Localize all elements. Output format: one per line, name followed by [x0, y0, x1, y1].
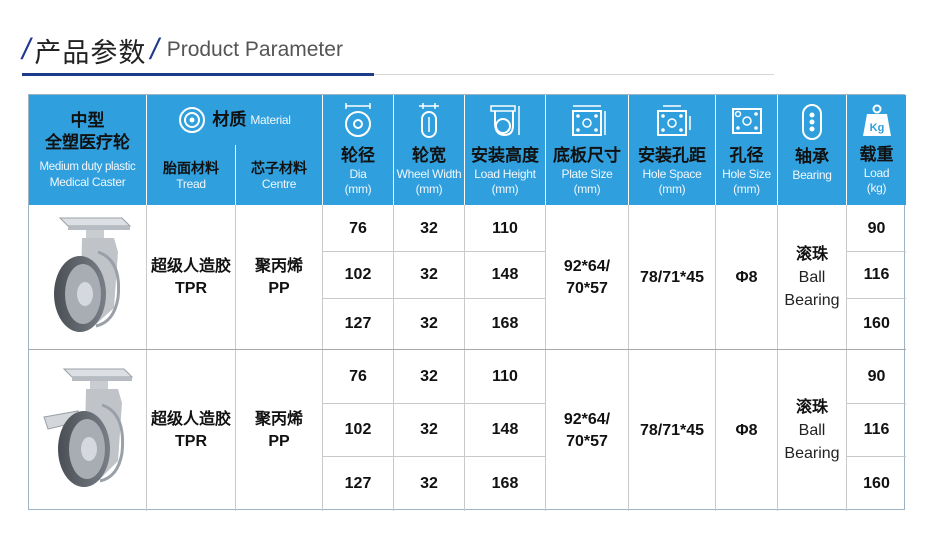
table-row: 116	[863, 266, 890, 283]
table-row: 168	[491, 475, 519, 492]
title-slash-left: /	[22, 33, 31, 66]
centre-material: 聚丙烯 PP	[254, 257, 303, 297]
header-bearing: 轴承 Bearing .	[778, 95, 846, 205]
table-row: 110	[492, 219, 518, 237]
centre-material: 聚丙烯 PP	[254, 410, 303, 450]
table-row: 32	[420, 475, 438, 492]
table-row: 168	[491, 315, 519, 332]
section-title: / 产品参数 / Product Parameter	[22, 30, 343, 70]
table-row: 32	[420, 367, 438, 385]
header-tread: 胎面材料 Tread	[163, 159, 219, 191]
header-material: 材质 Material	[147, 95, 322, 145]
swivel-caster-image	[53, 217, 131, 332]
table-row: 160	[863, 315, 890, 332]
hole-space-value: 78/71*45	[639, 268, 705, 286]
hole-size-value: Φ8	[735, 421, 758, 439]
wheel-diameter-icon	[345, 103, 371, 137]
caster-image-cell	[29, 350, 146, 511]
title-chinese: 产品参数	[34, 37, 147, 68]
brake-caster-image	[42, 368, 133, 487]
wheel-icon	[179, 107, 206, 133]
hole-size-value: Φ8	[735, 268, 758, 286]
caster-image-cell	[29, 206, 146, 349]
plate-size-value: 92*64/ 70*57	[563, 257, 611, 297]
table-row: 32	[420, 315, 438, 332]
hole-space-value: 78/71*45	[639, 421, 705, 439]
weight-icon: Kg	[862, 104, 891, 136]
title-slash-right: /	[150, 33, 159, 66]
title-english: Product Parameter	[166, 38, 343, 61]
header-product: 中型 全塑医疗轮 Medium duty plastic Medical Cas…	[39, 111, 136, 189]
table-row: 102	[344, 266, 372, 283]
header-load-height: 安装高度 Load Height (mm)	[465, 95, 545, 205]
tread-material: 超级人造胶 TPR	[150, 257, 231, 297]
table-row: 32	[420, 219, 438, 237]
title-underline	[22, 73, 374, 76]
table-row: 102	[344, 421, 372, 438]
table-row: 148	[491, 266, 519, 283]
table-row: 76	[349, 219, 367, 237]
table-row: 127	[344, 315, 372, 332]
parameter-table: 中型 全塑医疗轮 Medium duty plastic Medical Cas…	[28, 94, 906, 511]
table-row: 32	[420, 421, 438, 438]
plate-size-icon	[572, 105, 606, 136]
table-row: 127	[344, 475, 372, 492]
header-plate-size: 底板尺寸 Plate Size (mm)	[546, 95, 628, 205]
table-row: 76	[349, 367, 367, 385]
table-row: 116	[863, 421, 890, 438]
plate-size-value: 92*64/ 70*57	[563, 410, 611, 450]
hole-size-icon	[731, 108, 762, 134]
caster-height-icon	[490, 105, 520, 137]
hole-space-icon	[657, 105, 691, 136]
bearing-value: 滚珠 Ball Bearing	[784, 398, 840, 462]
bearing-icon	[802, 103, 822, 140]
table-row: 32	[420, 266, 438, 283]
table-row: 110	[492, 367, 518, 385]
table-row: 160	[863, 475, 890, 492]
table-row: 148	[491, 421, 519, 438]
svg-text:Kg: Kg	[869, 122, 884, 134]
header-hole-size: 孔径 Hole Size (mm)	[716, 95, 777, 205]
table-row: 90	[867, 367, 886, 385]
tread-material: 超级人造胶 TPR	[150, 410, 231, 450]
title-rule	[374, 74, 774, 75]
wheel-width-icon	[419, 103, 439, 138]
header-load: Kg 载重 Load (kg)	[847, 95, 906, 205]
table-row: 90	[867, 219, 886, 237]
header-centre: 芯子材料 Centre	[251, 159, 307, 191]
header-hole-space: 安装孔距 Hole Space (mm)	[629, 95, 715, 205]
header-dia: 轮径 Dia (mm)	[323, 95, 393, 205]
header-width: 轮宽 Wheel Width (mm)	[394, 95, 464, 205]
bearing-value: 滚珠 Ball Bearing	[784, 245, 840, 309]
